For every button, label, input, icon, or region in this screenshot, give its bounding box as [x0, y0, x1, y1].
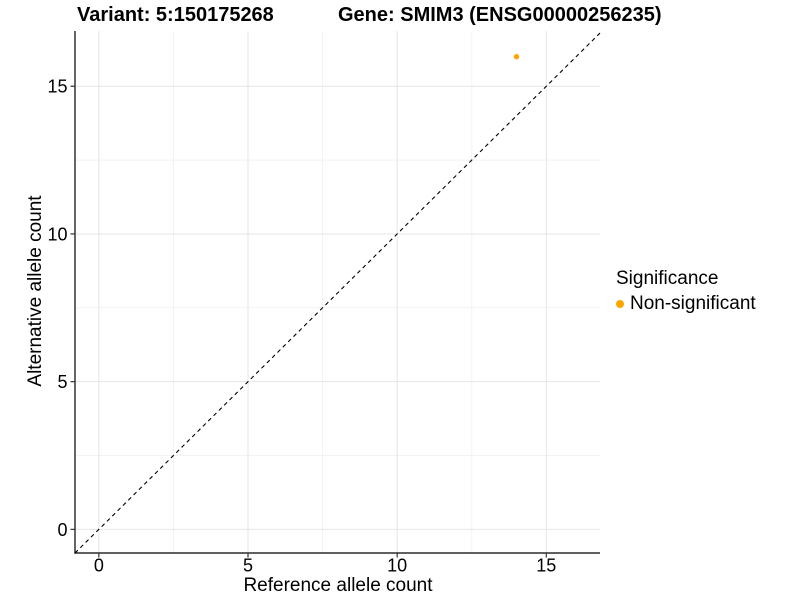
- x-tick-label: 0: [94, 556, 104, 576]
- legend-item-label: Non-significant: [630, 293, 756, 314]
- y-tick-label: 0: [57, 520, 67, 540]
- data-point: [513, 54, 520, 60]
- legend-item: Non-significant: [616, 293, 756, 315]
- x-tick-label: 5: [243, 556, 253, 576]
- plot-title-variant: Variant: 5:150175268: [77, 4, 274, 26]
- y-tick-label: 10: [47, 224, 67, 244]
- y-axis-title: Alternative allele count: [25, 195, 46, 387]
- x-tick-label: 10: [387, 556, 407, 576]
- y-tick-label: 15: [47, 77, 67, 97]
- legend-point-icon: [616, 300, 624, 308]
- plot-title-gene: Gene: SMIM3 (ENSG00000256235): [338, 4, 662, 26]
- x-tick-label: 15: [536, 556, 556, 576]
- legend: Significance Non-significant: [616, 268, 756, 315]
- y-tick-label: 5: [57, 372, 67, 392]
- x-axis-title: Reference allele count: [243, 575, 433, 596]
- legend-title: Significance: [616, 268, 719, 289]
- identity-line: [74, 32, 601, 554]
